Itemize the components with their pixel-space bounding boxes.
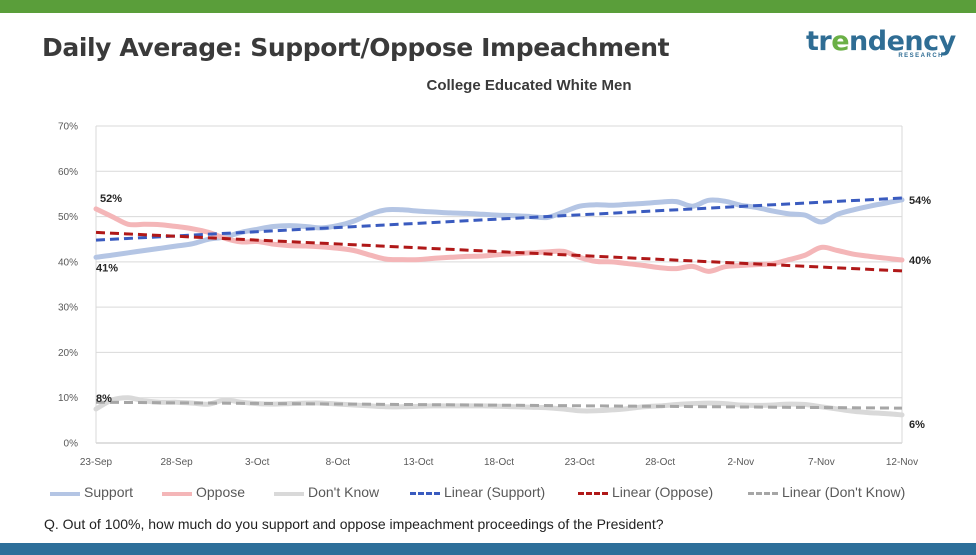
chart-legend: Support Oppose Don't Know Linear (Suppor… bbox=[0, 483, 976, 503]
legend-swatch-linear-support bbox=[410, 492, 440, 495]
legend-label: Linear (Oppose) bbox=[612, 484, 714, 500]
data-label: 54% bbox=[909, 195, 931, 207]
y-tick-label: 0% bbox=[64, 439, 79, 450]
series-line-support bbox=[93, 197, 905, 260]
x-tick-label: 2-Nov bbox=[727, 457, 754, 468]
x-tick-label: 28-Sep bbox=[160, 457, 193, 468]
x-tick-label: 28-Oct bbox=[645, 457, 675, 468]
data-label: 8% bbox=[96, 393, 112, 405]
series-line-don-t-know bbox=[93, 395, 905, 418]
y-tick-label: 20% bbox=[58, 348, 78, 359]
trendline-linear-oppose bbox=[95, 230, 903, 273]
logo-wordmark: trendency bbox=[806, 26, 956, 57]
legend-swatch-dont-know bbox=[274, 492, 304, 496]
data-label: 40% bbox=[909, 255, 931, 267]
y-tick-label: 60% bbox=[58, 167, 78, 178]
x-tick-label: 3-Oct bbox=[245, 457, 270, 468]
y-tick-label: 50% bbox=[58, 212, 78, 223]
trendency-logo: trendency RESEARCH bbox=[806, 26, 956, 68]
x-tick-label: 12-Nov bbox=[886, 457, 918, 468]
data-label: 52% bbox=[100, 193, 122, 205]
chart-title: College Educated White Men bbox=[426, 77, 632, 94]
legend-label: Don't Know bbox=[308, 484, 380, 500]
legend-label: Linear (Don't Know) bbox=[782, 484, 906, 500]
survey-question: Q. Out of 100%, how much do you support … bbox=[44, 516, 664, 532]
page-title: Daily Average: Support/Oppose Impeachmen… bbox=[42, 33, 670, 62]
x-tick-label: 8-Oct bbox=[326, 457, 351, 468]
legend-label: Support bbox=[84, 484, 134, 500]
y-tick-label: 10% bbox=[58, 393, 78, 404]
x-tick-label: 18-Oct bbox=[484, 457, 514, 468]
x-tick-label: 23-Oct bbox=[565, 457, 595, 468]
trendline-linear-don-t-know bbox=[95, 400, 903, 410]
legend-swatch-oppose bbox=[162, 492, 192, 496]
y-tick-label: 40% bbox=[58, 257, 78, 268]
data-label: 6% bbox=[909, 419, 925, 431]
bottom-accent-bar bbox=[0, 543, 976, 555]
legend-swatch-linear-oppose bbox=[578, 492, 608, 495]
trendline-linear-support bbox=[95, 196, 903, 242]
legend-swatch-linear-dont-know bbox=[748, 492, 778, 495]
legend-label: Oppose bbox=[196, 484, 246, 500]
x-tick-label: 7-Nov bbox=[808, 457, 835, 468]
x-tick-label: 23-Sep bbox=[80, 457, 113, 468]
x-tick-label: 13-Oct bbox=[403, 457, 433, 468]
top-accent-bar bbox=[0, 0, 976, 13]
legend-label: Linear (Support) bbox=[444, 484, 546, 500]
y-tick-label: 30% bbox=[58, 303, 78, 314]
logo-subtext: RESEARCH bbox=[898, 53, 944, 59]
y-tick-label: 70% bbox=[58, 122, 78, 133]
data-label: 41% bbox=[96, 262, 118, 274]
legend-swatch-support bbox=[50, 492, 80, 496]
